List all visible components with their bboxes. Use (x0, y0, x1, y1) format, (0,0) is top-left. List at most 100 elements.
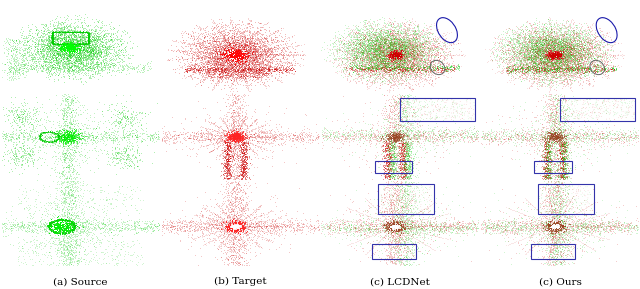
Point (592, 66, 602, 71)
Point (225, 64, 236, 69)
Point (229, 50, 239, 55)
Point (264, 66, 275, 71)
Point (550, 55, 560, 60)
Point (591, 224, 602, 229)
Point (184, 136, 195, 140)
Point (228, 223, 238, 227)
Point (388, 226, 399, 231)
Point (540, 214, 550, 219)
Point (379, 257, 389, 262)
Point (423, 138, 433, 142)
Point (402, 184, 412, 188)
Point (407, 41, 417, 46)
Point (535, 56, 545, 60)
Point (556, 28, 566, 32)
Point (145, 64, 156, 69)
Point (404, 60, 415, 64)
Point (59, 199, 69, 204)
Point (546, 77, 556, 81)
Point (356, 63, 367, 68)
Point (218, 57, 228, 62)
Point (253, 36, 264, 41)
Point (351, 72, 361, 77)
Point (456, 221, 467, 225)
Point (179, 129, 189, 134)
Point (61, 30, 71, 35)
Point (36, 133, 47, 138)
Point (550, 261, 560, 266)
Point (398, 211, 408, 215)
Point (355, 132, 365, 136)
Point (219, 55, 229, 60)
Point (428, 64, 438, 68)
Point (394, 134, 404, 139)
Point (573, 47, 583, 52)
Point (527, 143, 537, 148)
Point (573, 70, 583, 75)
Point (458, 106, 468, 110)
Point (224, 49, 234, 54)
Point (548, 133, 559, 138)
Point (342, 25, 352, 30)
Point (381, 53, 391, 58)
Point (339, 139, 349, 143)
Point (391, 33, 401, 38)
Point (253, 53, 263, 58)
Point (268, 37, 278, 42)
Point (545, 58, 555, 62)
Point (404, 222, 414, 227)
Point (239, 245, 250, 250)
Point (62, 68, 72, 73)
Point (547, 172, 557, 177)
Point (116, 120, 127, 125)
Point (216, 235, 227, 240)
Point (430, 159, 440, 164)
Point (553, 174, 563, 179)
Point (39, 203, 49, 207)
Point (230, 53, 241, 58)
Point (51, 47, 61, 52)
Point (207, 142, 217, 147)
Point (575, 78, 586, 82)
Point (241, 47, 251, 51)
Point (45, 130, 56, 134)
Point (552, 50, 563, 55)
Point (232, 138, 243, 143)
Point (509, 51, 520, 55)
Point (60, 106, 70, 111)
Point (378, 139, 388, 143)
Point (391, 51, 401, 56)
Point (228, 49, 238, 54)
Point (547, 139, 557, 144)
Point (225, 27, 236, 32)
Point (221, 223, 231, 228)
Point (396, 55, 406, 60)
Point (442, 65, 452, 70)
Point (552, 131, 562, 136)
Point (50, 66, 60, 71)
Point (440, 39, 451, 44)
Point (617, 131, 627, 136)
Point (558, 155, 568, 160)
Point (231, 51, 241, 56)
Point (539, 34, 549, 38)
Point (406, 256, 416, 260)
Point (388, 55, 398, 59)
Point (58, 56, 68, 61)
Point (56, 239, 66, 244)
Point (430, 73, 440, 78)
Point (345, 57, 355, 62)
Point (545, 248, 556, 252)
Point (61, 41, 72, 46)
Point (241, 215, 252, 219)
Point (223, 52, 234, 57)
Point (435, 47, 445, 51)
Point (265, 57, 275, 61)
Point (556, 53, 566, 57)
Point (406, 237, 416, 242)
Point (548, 214, 558, 219)
Point (200, 77, 210, 81)
Point (520, 43, 530, 48)
Point (552, 67, 562, 71)
Point (584, 66, 594, 71)
